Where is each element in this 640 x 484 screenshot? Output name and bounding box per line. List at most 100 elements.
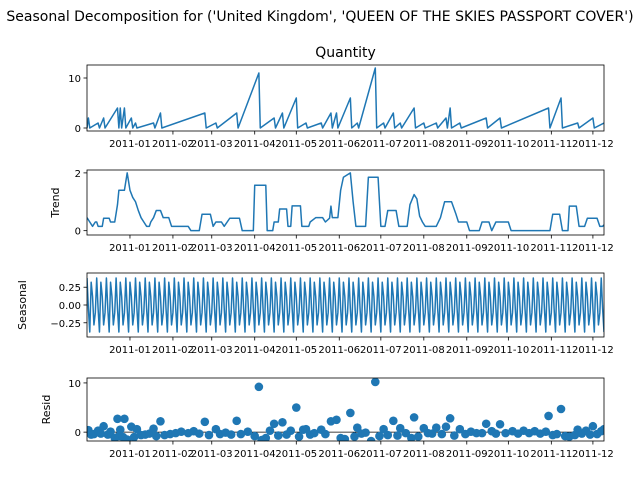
xtick-label-3-9: 2011-10 [487,449,529,460]
panel-2-data [87,277,604,333]
panel-1-data [87,172,604,232]
resid-point-96 [501,428,510,438]
resid-point-85 [445,414,455,423]
resid-point-23 [156,417,165,426]
xtick-label-0-0: 2011-01 [109,139,151,150]
xtick-label-2-0: 2011-01 [109,345,151,356]
resid-point-107 [556,404,566,414]
xtick-label-2-5: 2011-06 [318,345,360,356]
resid-point-45 [269,419,279,429]
resid-point-76 [407,433,416,441]
ytick-label-2-1: 0.00 [59,301,81,312]
resid-point-92 [481,419,491,429]
xtick-label-0-4: 2011-05 [275,139,317,150]
xtick-label-2-3: 2011-04 [234,345,276,356]
xtick-label-1-6: 2011-07 [360,243,402,254]
resid-point-75 [401,428,411,438]
resid-point-62 [346,408,355,418]
resid-point-57 [321,429,330,439]
xtick-label-2-10: 2011-11 [530,345,572,356]
xtick-label-3-7: 2011-08 [403,449,445,460]
resid-point-4 [96,429,106,438]
resid-point-21 [149,424,158,434]
xtick-label-0-11: 2011-12 [572,139,614,150]
resid-point-61 [340,434,350,441]
xtick-label-1-9: 2011-10 [487,243,529,254]
xtick-label-1-4: 2011-05 [275,243,317,254]
panel-title-quantity: Quantity [315,45,376,61]
resid-point-16 [129,432,139,441]
resid-point-115 [588,421,598,431]
resid-point-114 [585,430,595,439]
resid-point-82 [431,423,441,433]
resid-point-51 [294,432,304,441]
series-line-panel-0-0 [87,67,604,129]
resid-point-11 [115,425,125,434]
xtick-label-3-4: 2011-05 [275,449,317,460]
xtick-label-2-9: 2011-10 [487,345,529,356]
xtick-label-3-6: 2011-07 [360,449,402,460]
resid-point-67 [366,436,376,441]
resid-point-86 [450,431,459,440]
resid-point-103 [541,427,551,436]
xtick-label-0-6: 2011-07 [360,139,402,150]
resid-point-68 [371,378,380,387]
resid-point-38 [236,429,246,439]
resid-point-27 [176,427,186,436]
resid-point-37 [232,416,241,426]
xtick-label-2-8: 2011-09 [446,345,488,356]
resid-point-22 [152,431,161,441]
ytick-label-0-0: 0 [75,124,81,135]
resid-point-7 [106,427,115,436]
resid-point-83 [437,429,447,439]
xtick-label-2-6: 2011-07 [360,345,402,356]
xtick-label-3-10: 2011-11 [530,449,572,460]
resid-point-49 [286,426,296,435]
resid-point-44 [265,426,275,435]
resid-point-30 [194,429,204,438]
xtick-label-0-2: 2011-03 [191,139,233,150]
xtick-label-0-9: 2011-10 [487,139,529,150]
xtick-label-1-11: 2011-12 [572,243,614,254]
resid-point-40 [250,431,260,441]
ytick-label-1-1: 2 [75,169,81,180]
ytick-label-0-1: 10 [68,74,81,85]
ytick-label-1-0: 0 [75,227,81,238]
xtick-label-2-1: 2011-02 [152,345,194,356]
panel-0-data [87,67,604,129]
resid-point-66 [361,428,370,437]
ylabel-trend: Trend [49,187,62,218]
ytick-label-3-0: 0 [75,428,81,439]
panel-3-frame [86,377,605,442]
xtick-label-1-3: 2011-04 [234,243,276,254]
panel-0-frame [86,64,605,132]
xtick-label-3-5: 2011-06 [318,449,360,460]
resid-point-77 [409,413,419,422]
xtick-label-0-5: 2011-06 [318,139,360,150]
xtick-label-2-2: 2011-03 [191,345,233,356]
resid-point-71 [383,430,393,440]
panel-1-frame [86,169,605,236]
xtick-label-1-7: 2011-08 [403,243,445,254]
resid-point-36 [226,430,236,439]
resid-point-43 [261,433,271,441]
xtick-label-1-5: 2011-06 [318,243,360,254]
figure-suptitle: Seasonal Decomposition for ('United King… [6,9,633,25]
resid-point-50 [291,403,301,412]
resid-point-84 [441,422,451,432]
ylabel-resid: Resid [40,395,53,425]
resid-point-59 [332,415,341,425]
xtick-label-3-1: 2011-02 [152,449,194,460]
resid-point-118 [599,424,604,434]
xtick-label-1-8: 2011-09 [446,243,488,254]
resid-point-87 [455,424,465,434]
resid-point-91 [477,428,487,438]
ylabel-seasonal: Seasonal [16,280,29,330]
ytick-label-2-0: 0.25 [59,283,81,294]
xtick-label-2-11: 2011-12 [572,345,614,356]
xtick-label-2-7: 2011-08 [403,345,445,356]
